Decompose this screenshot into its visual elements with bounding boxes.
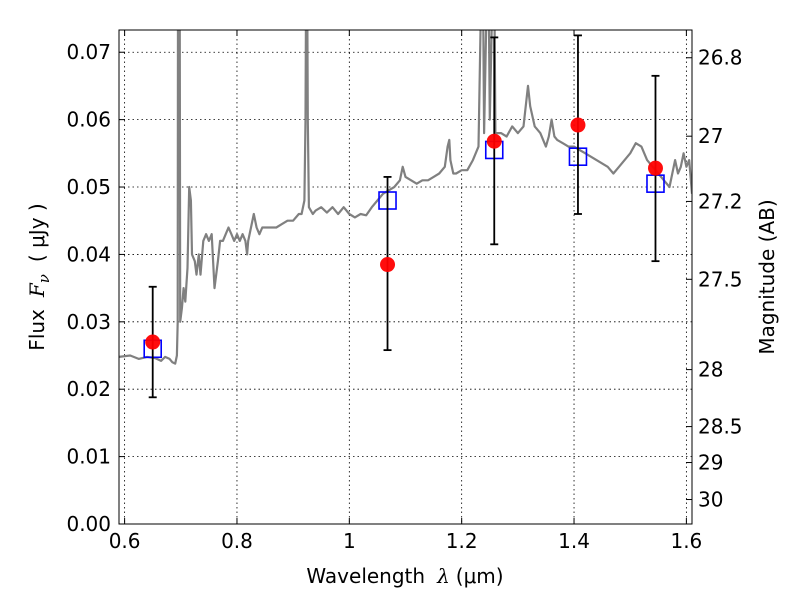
x-tick-label: 0.6	[109, 529, 141, 553]
x-axis-symbol: λ	[436, 564, 450, 588]
observed-photometry-point	[570, 117, 586, 133]
observed-photometry-point	[486, 133, 502, 149]
y-tick-label: 0.06	[66, 108, 111, 132]
grid	[119, 30, 692, 525]
x-tick-label: 1.6	[670, 529, 702, 553]
x-axis-label-text: Wavelength	[306, 564, 425, 588]
y-tick-label: 0.01	[66, 445, 111, 469]
x-axis-label: Wavelength λ (μm)	[306, 564, 503, 588]
y2-tick-label: 29	[698, 451, 723, 475]
y2-tick-label: 27.5	[698, 267, 743, 291]
y2-tick-label: 26.8	[698, 46, 743, 70]
observed-photometry-point	[647, 160, 663, 176]
y-axis-subscript: ν	[35, 274, 53, 283]
axis-ticks: 0.6 0.8 1 1.2 1.4 1.6 0.00 0.01 0.02 0.03 0.04 0.05…	[66, 30, 743, 553]
y-axis-symbol: F	[25, 282, 49, 298]
y2-tick-label: 30	[698, 488, 723, 512]
y2-tick-label: 27.2	[698, 189, 743, 213]
y2-tick-label: 27	[698, 124, 723, 148]
plot-area	[119, 30, 692, 399]
y-axis-label: Flux Fν ( μJy )	[25, 203, 53, 350]
y-tick-label: 0.03	[66, 310, 111, 334]
observed-photometry-point	[380, 257, 396, 273]
y-axis-unit: ( μJy )	[25, 203, 49, 262]
x-tick-label: 1	[343, 529, 356, 553]
y-tick-label: 0.05	[66, 175, 111, 199]
y2-tick-label: 28	[698, 358, 723, 382]
x-tick-label: 0.8	[221, 529, 253, 553]
y-tick-label: 0.07	[66, 40, 111, 64]
y2-tick-label: 28.5	[698, 415, 743, 439]
y-tick-label: 0.02	[66, 377, 111, 401]
x-tick-label: 1.4	[558, 529, 590, 553]
observed-photometry-point	[145, 334, 161, 350]
y-tick-label: 0.00	[66, 512, 111, 536]
x-axis-unit: (μm)	[456, 564, 504, 588]
spectrum-line	[119, 30, 692, 365]
y-axis-label-text: Flux	[25, 309, 49, 351]
x-tick-label: 1.2	[446, 529, 478, 553]
y2-axis-label: Magnitude (AB)	[755, 199, 779, 354]
y-tick-label: 0.04	[66, 242, 111, 266]
plot-frame	[118, 29, 693, 525]
